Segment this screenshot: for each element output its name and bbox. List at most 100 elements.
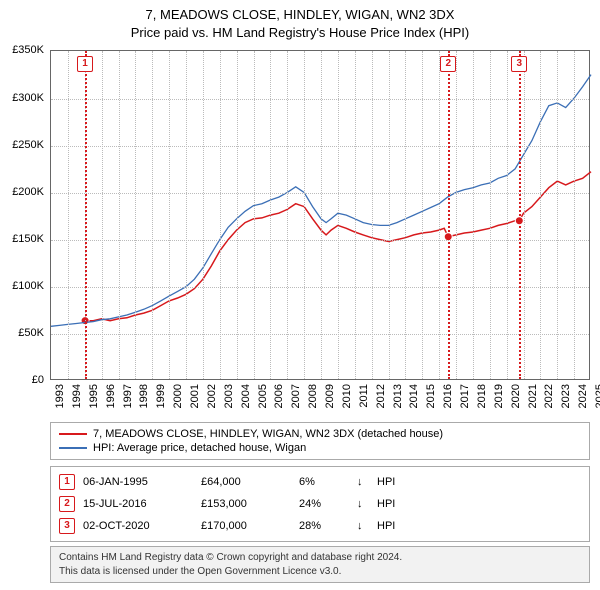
title-line-2: Price paid vs. HM Land Registry's House … (0, 24, 600, 42)
ytick-label: £100K (12, 280, 44, 292)
legend-swatch (59, 447, 87, 449)
event-price: £170,000 (201, 520, 291, 532)
down-arrow-icon: ↓ (357, 476, 369, 488)
title-line-1: 7, MEADOWS CLOSE, HINDLEY, WIGAN, WN2 3D… (0, 6, 600, 24)
ytick-label: £0 (32, 374, 44, 386)
gridline-v (507, 51, 508, 379)
xtick-label: 2016 (442, 384, 454, 408)
chart-container: 7, MEADOWS CLOSE, HINDLEY, WIGAN, WN2 3D… (0, 0, 600, 590)
legend-row: HPI: Average price, detached house, Wiga… (59, 441, 581, 455)
gridline-h (51, 193, 589, 194)
legend-label: 7, MEADOWS CLOSE, HINDLEY, WIGAN, WN2 3D… (93, 428, 443, 440)
gridline-v (372, 51, 373, 379)
event-price: £153,000 (201, 498, 291, 510)
ytick-label: £200K (12, 186, 44, 198)
plot-area: 123 (50, 50, 590, 380)
legend-swatch (59, 433, 87, 435)
xtick-label: 1993 (54, 384, 66, 408)
gridline-v (169, 51, 170, 379)
event-date: 15-JUL-2016 (83, 498, 193, 510)
gridline-v (524, 51, 525, 379)
gridline-v (203, 51, 204, 379)
xtick-label: 1996 (105, 384, 117, 408)
xtick-label: 2021 (527, 384, 539, 408)
event-row: 1 06-JAN-1995 £64,000 6% ↓ HPI (59, 471, 581, 493)
xtick-label: 2001 (189, 384, 201, 408)
gridline-v (270, 51, 271, 379)
gridline-v (473, 51, 474, 379)
attribution-line-2: This data is licensed under the Open Gov… (59, 565, 581, 579)
ytick-label: £300K (12, 92, 44, 104)
gridline-v (119, 51, 120, 379)
event-date: 06-JAN-1995 (83, 476, 193, 488)
xtick-label: 2011 (358, 384, 370, 408)
legend-label: HPI: Average price, detached house, Wiga… (93, 442, 306, 454)
xtick-label: 2019 (493, 384, 505, 408)
gridline-v (338, 51, 339, 379)
xtick-label: 2015 (425, 384, 437, 408)
event-price: £64,000 (201, 476, 291, 488)
xtick-label: 1997 (122, 384, 134, 408)
gridline-v (557, 51, 558, 379)
gridline-v (186, 51, 187, 379)
gridline-h (51, 334, 589, 335)
gridline-v (422, 51, 423, 379)
gridline-v (102, 51, 103, 379)
xtick-label: 2000 (172, 384, 184, 408)
legend: 7, MEADOWS CLOSE, HINDLEY, WIGAN, WN2 3D… (50, 422, 590, 460)
gridline-v (152, 51, 153, 379)
gridline-v (220, 51, 221, 379)
xtick-label: 1999 (155, 384, 167, 408)
ytick-label: £150K (12, 233, 44, 245)
event-badge: 1 (77, 56, 93, 72)
event-row-badge: 1 (59, 474, 75, 490)
gridline-v (405, 51, 406, 379)
event-row-badge: 3 (59, 518, 75, 534)
gridline-v (287, 51, 288, 379)
xtick-label: 2007 (290, 384, 302, 408)
down-arrow-icon: ↓ (357, 520, 369, 532)
event-row: 3 02-OCT-2020 £170,000 28% ↓ HPI (59, 515, 581, 537)
xtick-label: 2013 (392, 384, 404, 408)
ytick-label: £350K (12, 44, 44, 56)
event-pct: 6% (299, 476, 349, 488)
title-block: 7, MEADOWS CLOSE, HINDLEY, WIGAN, WN2 3D… (0, 0, 600, 42)
gridline-v (237, 51, 238, 379)
gridline-h (51, 99, 589, 100)
event-row-badge: 2 (59, 496, 75, 512)
xtick-label: 2005 (257, 384, 269, 408)
gridline-v (254, 51, 255, 379)
gridline-h (51, 287, 589, 288)
ytick-label: £50K (18, 327, 44, 339)
legend-row: 7, MEADOWS CLOSE, HINDLEY, WIGAN, WN2 3D… (59, 427, 581, 441)
xtick-label: 2023 (560, 384, 572, 408)
gridline-v (456, 51, 457, 379)
event-pct: 28% (299, 520, 349, 532)
event-hpi-label: HPI (377, 476, 407, 488)
plot-area-wrap: 123 £0£50K£100K£150K£200K£250K£300K£350K… (50, 50, 590, 380)
xtick-label: 2022 (543, 384, 555, 408)
event-line (448, 51, 450, 379)
xtick-label: 2003 (223, 384, 235, 408)
event-row: 215-JUL-2016£153,00024%↓HPI (59, 493, 581, 515)
gridline-v (540, 51, 541, 379)
xtick-label: 2004 (240, 384, 252, 408)
gridline-v (135, 51, 136, 379)
event-hpi-label: HPI (377, 520, 407, 532)
event-line (85, 51, 87, 379)
event-date: 02-OCT-2020 (83, 520, 193, 532)
gridline-v (439, 51, 440, 379)
down-arrow-icon: ↓ (357, 498, 369, 510)
chart-svg (51, 51, 589, 379)
attribution-line-1: Contains HM Land Registry data © Crown c… (59, 551, 581, 565)
gridline-v (355, 51, 356, 379)
xtick-label: 2008 (307, 384, 319, 408)
xtick-label: 2024 (577, 384, 589, 408)
xtick-label: 2025 (594, 384, 600, 408)
xtick-label: 2014 (408, 384, 420, 408)
gridline-v (389, 51, 390, 379)
events-table: 1 06-JAN-1995 £64,000 6% ↓ HPI 2 15-JUL-2016 £15… (50, 466, 590, 542)
xtick-label: 2020 (510, 384, 522, 408)
xtick-label: 1995 (88, 384, 100, 408)
gridline-v (321, 51, 322, 379)
